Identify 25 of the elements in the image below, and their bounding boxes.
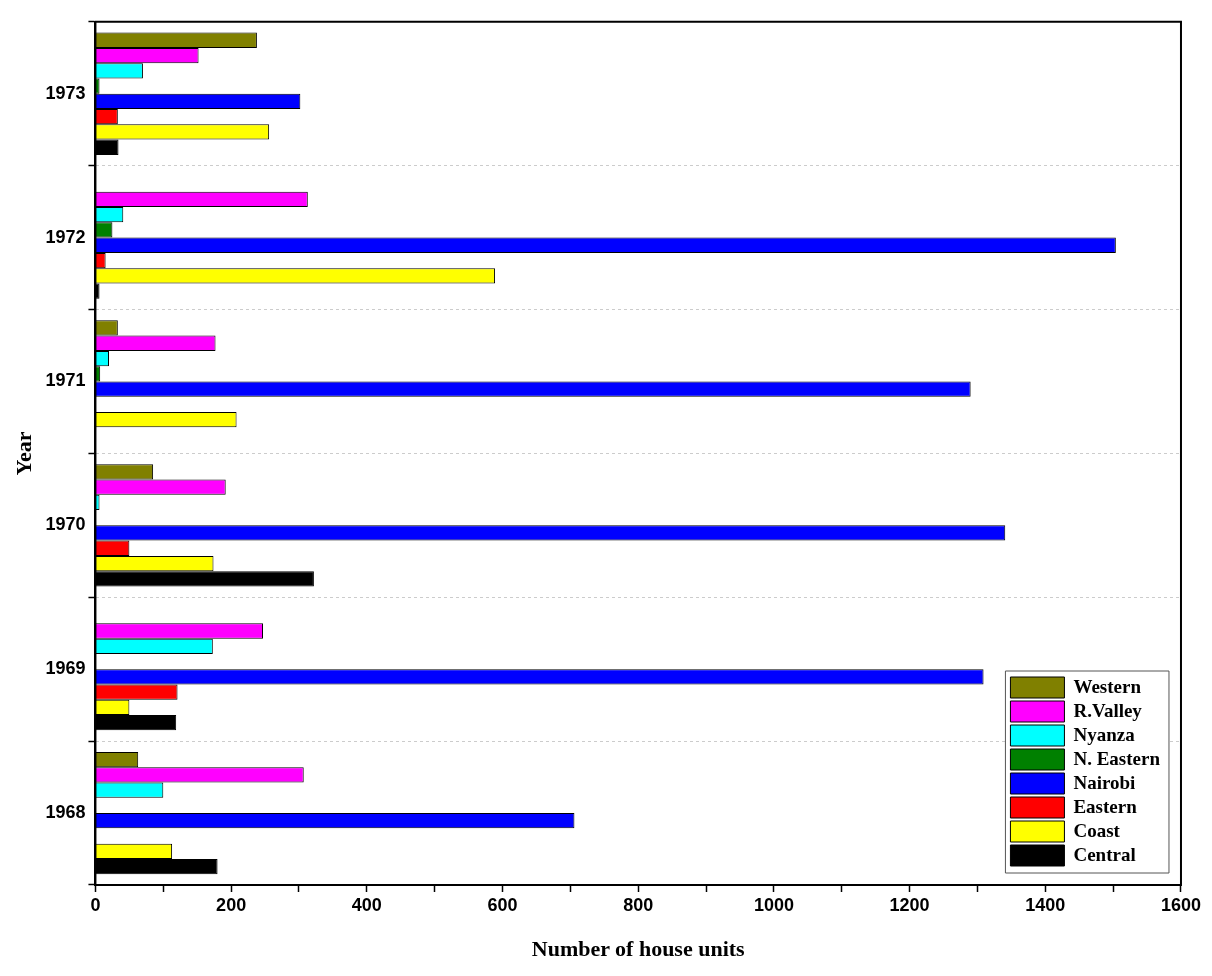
y-tick-label: 1968 (45, 802, 86, 823)
x-tick-label: 600 (487, 894, 518, 915)
x-tick-label: 200 (216, 894, 247, 915)
y-tick-label: 1969 (45, 658, 86, 679)
legend-label: Nyanza (1073, 723, 1136, 745)
legend-label: Coast (1073, 819, 1121, 841)
y-tick-label: 1971 (45, 370, 86, 391)
legend-label: Central (1073, 843, 1136, 865)
y-tick-label: 1973 (45, 82, 86, 103)
x-tick-label: 800 (623, 894, 654, 915)
x-tick-label: 0 (90, 894, 101, 915)
legend-label: Eastern (1073, 795, 1138, 817)
legend-label: R.Valley (1073, 699, 1143, 721)
y-tick-label: 1972 (45, 226, 86, 247)
legend-label: Western (1073, 675, 1142, 697)
x-tick-label: 1200 (889, 894, 930, 915)
y-axis-title: Year (10, 431, 36, 476)
legend-label: Nairobi (1073, 771, 1136, 793)
x-tick-label: 1600 (1160, 894, 1201, 915)
x-tick-label: 1400 (1025, 894, 1066, 915)
x-tick-label: 1000 (753, 894, 794, 915)
legend-label: N. Eastern (1073, 747, 1161, 769)
x-axis-title: Number of house units (531, 936, 746, 962)
y-tick-label: 1970 (45, 514, 86, 535)
x-tick-label: 400 (351, 894, 382, 915)
